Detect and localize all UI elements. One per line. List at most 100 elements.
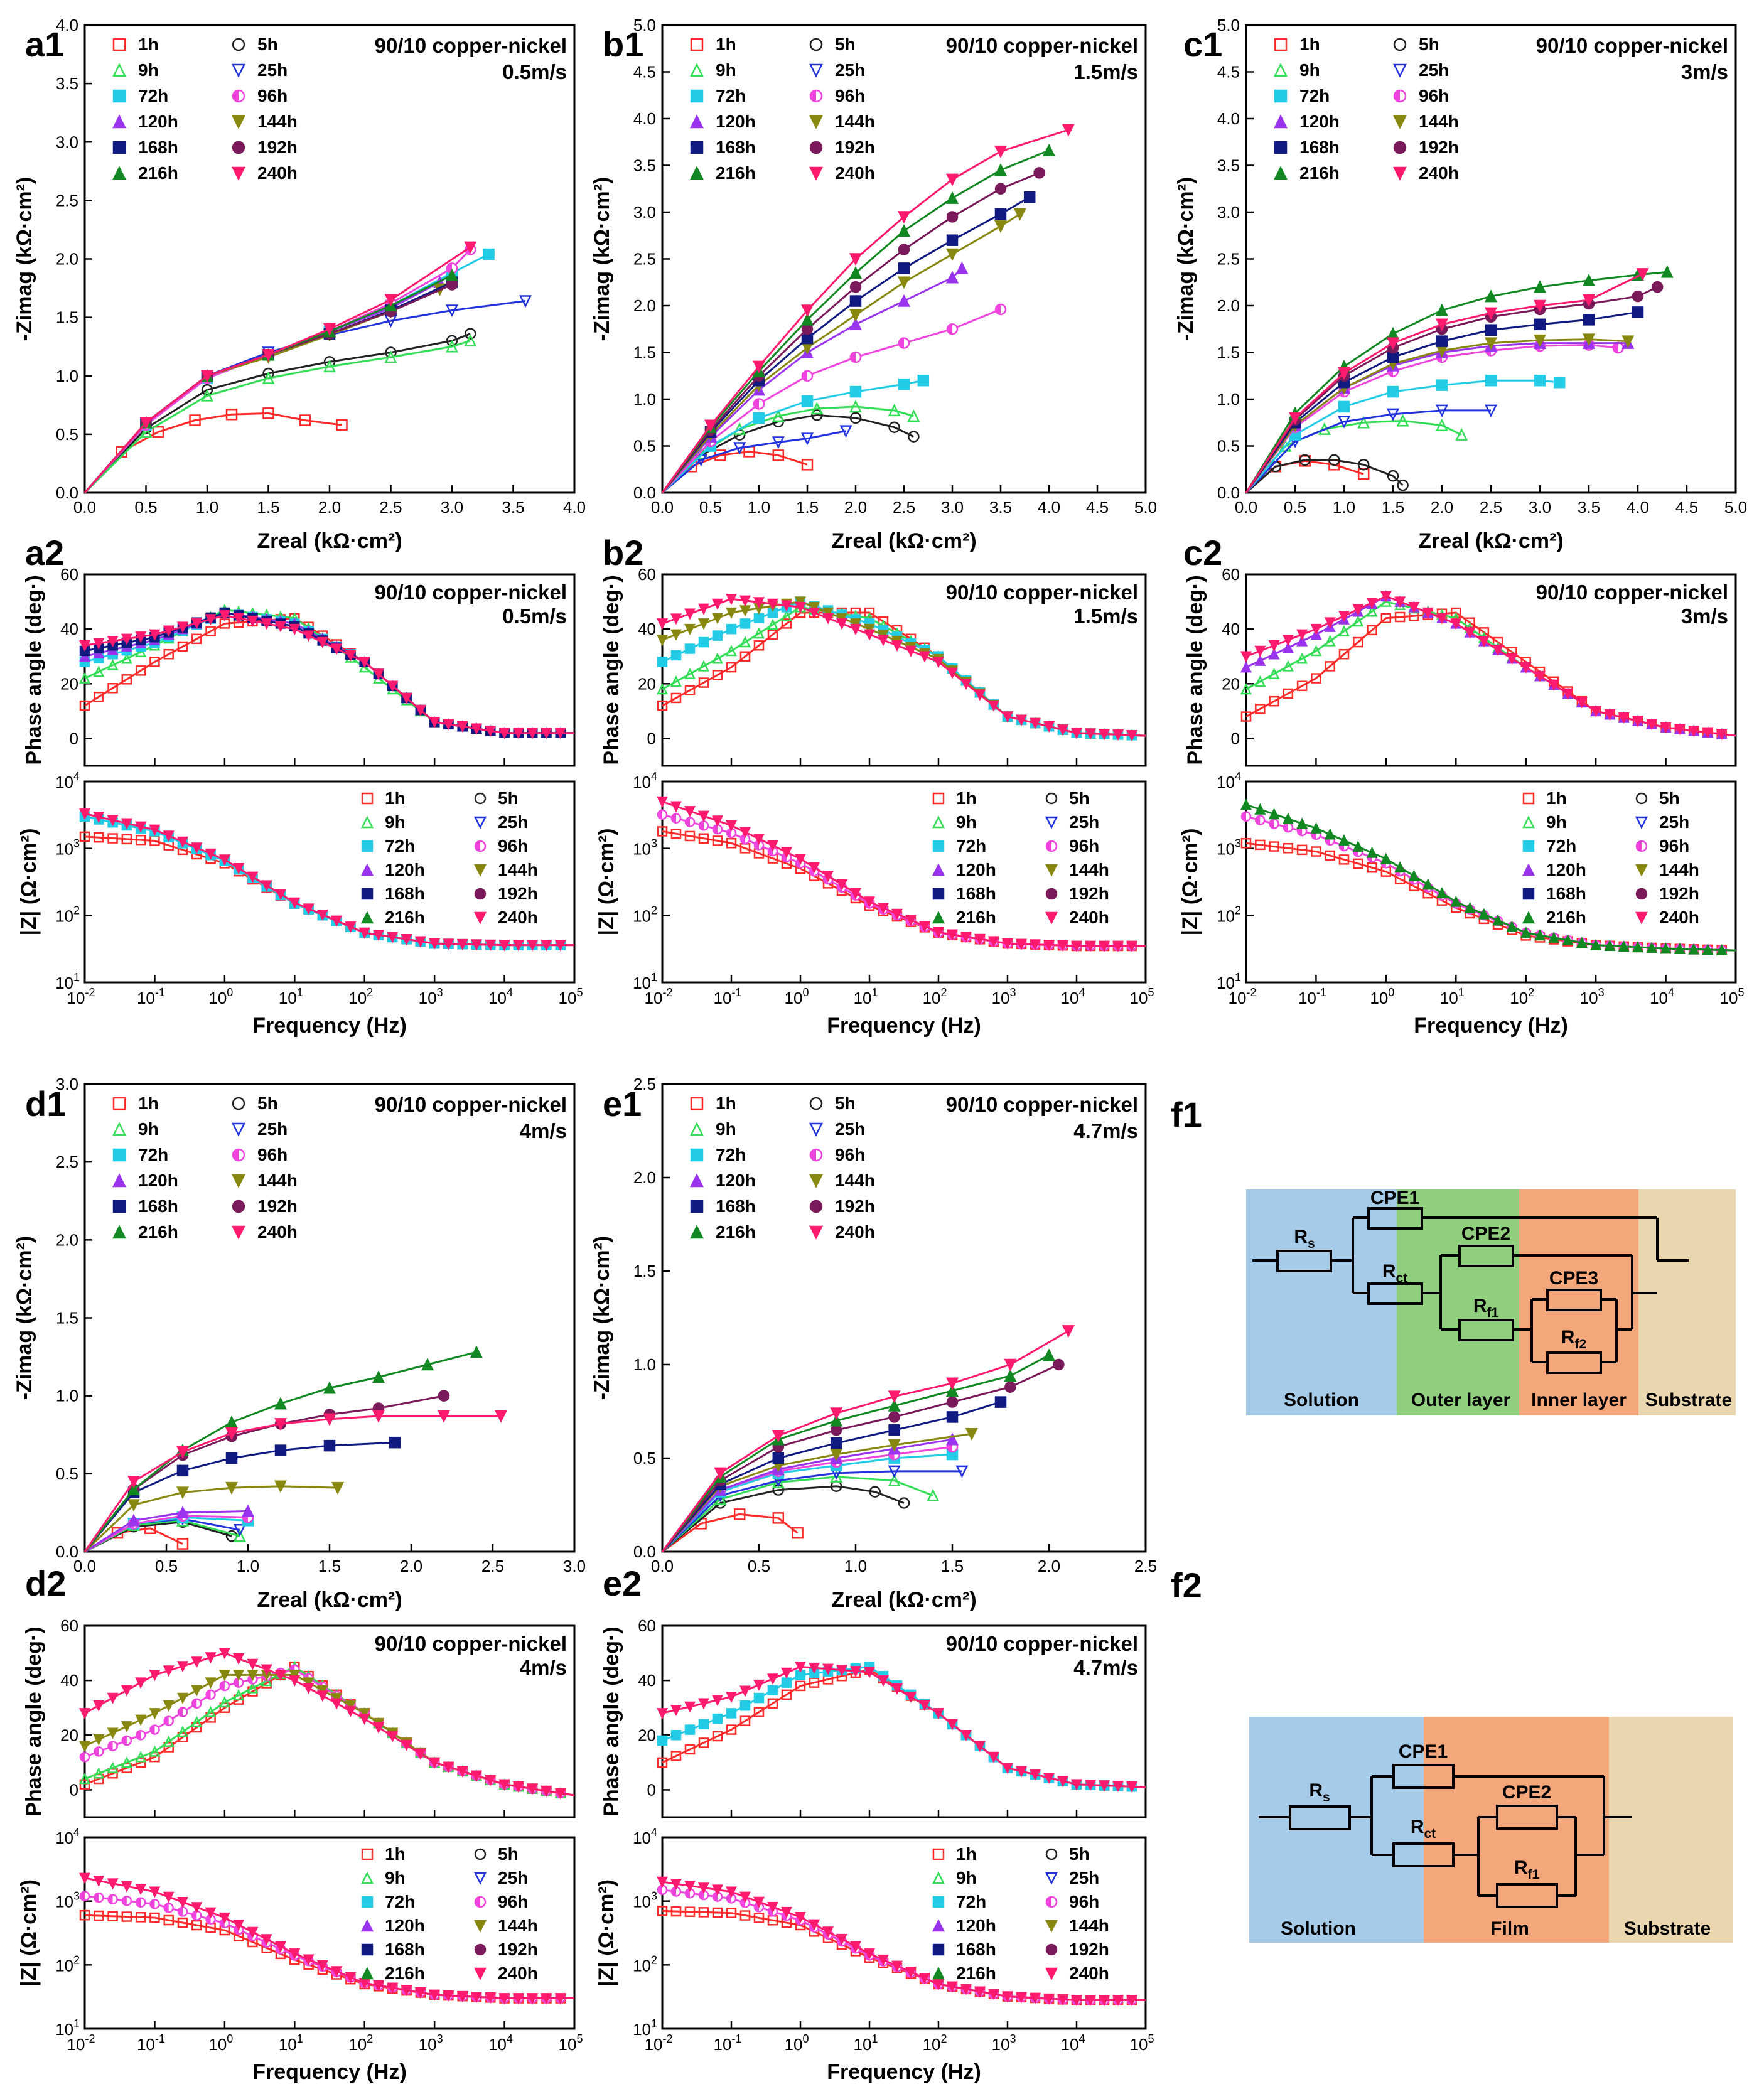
legend-marker-216h <box>360 911 374 924</box>
data-point-9h <box>1338 625 1350 636</box>
legend-label-5h: 5h <box>1069 788 1090 808</box>
legend-label-9h: 9h <box>138 60 159 80</box>
data-point-9h <box>684 667 696 679</box>
data-point-1h <box>79 700 90 711</box>
data-point-144h <box>711 613 724 625</box>
data-point-96h-half <box>947 324 952 335</box>
legend-label-9h: 9h <box>956 1868 977 1887</box>
legend-label-25h: 25h <box>1419 60 1449 80</box>
data-point-240h <box>1057 1776 1069 1788</box>
legend-marker-96h-half <box>810 90 816 102</box>
legend-marker-72h <box>112 1148 126 1162</box>
data-point-240h <box>974 933 986 945</box>
data-point-240h <box>316 636 328 648</box>
fit-line-1h <box>662 1513 799 1553</box>
data-point-240h <box>684 806 696 818</box>
chart-title: 90/10 copper-nickel <box>375 581 567 604</box>
legend-label-192h: 192h <box>1659 884 1699 903</box>
x-tick-label: 4.5 <box>1086 498 1109 517</box>
data-point-240h <box>1004 1358 1017 1372</box>
data-point-240h <box>261 1934 272 1946</box>
legend-marker-5h <box>232 38 245 51</box>
data-point-240h <box>1001 711 1014 723</box>
data-point-240h <box>527 940 539 952</box>
data-point-216h <box>127 1482 141 1495</box>
data-point-96h-half <box>136 1898 141 1907</box>
x-tick-label: 3.5 <box>989 498 1012 517</box>
legend-marker-120h <box>932 863 945 876</box>
data-point-240h <box>163 1665 175 1677</box>
legend-marker-96h-half <box>1394 90 1400 102</box>
data-point-1h <box>1380 613 1392 623</box>
data-point-216h <box>1688 943 1700 955</box>
data-point-240h <box>498 728 510 739</box>
data-point-216h <box>1380 852 1392 864</box>
legend-marker-240h <box>473 1967 487 1980</box>
legend-marker-168h <box>112 1200 126 1213</box>
data-point-1h <box>1255 704 1266 714</box>
data-point-240h <box>946 929 959 941</box>
x-tick-label: 100 <box>208 986 233 1007</box>
legend-marker-216h <box>360 1967 374 1980</box>
x-tick-label: 100 <box>785 986 809 1007</box>
legend-marker-25h <box>809 63 824 78</box>
legend-marker-192h <box>1045 888 1058 900</box>
data-point-9h <box>93 665 105 677</box>
data-point-216h <box>888 1399 901 1412</box>
y-tick-label: 2.0 <box>56 250 78 269</box>
data-point-240h <box>1618 712 1630 724</box>
legend-marker-9h <box>932 1871 945 1884</box>
data-point-1h <box>149 1912 160 1923</box>
data-point-240h <box>932 1979 945 1990</box>
data-point-1h <box>1353 636 1363 648</box>
legend-label-120h: 120h <box>1299 112 1340 131</box>
y-tick-label: 2.0 <box>56 1230 78 1249</box>
x-tick-exponent: 0 <box>227 2032 233 2045</box>
data-point-240h <box>725 593 738 606</box>
legend-label-120h: 120h <box>138 112 178 131</box>
data-point-5h <box>465 328 476 340</box>
data-point-1h <box>1240 711 1252 722</box>
data-point-240h <box>372 930 385 942</box>
data-point-240h <box>303 1683 315 1695</box>
data-point-240h <box>78 1708 91 1720</box>
data-point-240h <box>1043 721 1055 733</box>
legend-label-168h: 168h <box>385 884 425 903</box>
data-point-5h <box>1357 459 1370 471</box>
data-point-1h <box>1283 842 1294 854</box>
legend-label-144h: 144h <box>835 1171 875 1190</box>
data-point-96h-half <box>727 1894 731 1903</box>
fit-line-9h <box>84 609 574 734</box>
data-point-72h <box>684 643 696 654</box>
data-point-240h <box>387 1982 399 1994</box>
data-point-240h <box>289 1675 301 1687</box>
data-point-240h <box>1534 670 1546 682</box>
data-point-240h <box>711 815 724 827</box>
data-point-240h <box>877 1954 890 1966</box>
legend-marker-25h <box>1635 816 1648 829</box>
data-point-9h <box>766 618 779 630</box>
y-tick-label: 2.5 <box>633 1075 656 1093</box>
data-point-240h <box>1001 1991 1014 2003</box>
data-point-240h <box>918 921 931 933</box>
data-point-168h <box>946 1411 959 1423</box>
legend-marker-120h <box>112 114 127 129</box>
legend-label-96h: 96h <box>835 86 865 105</box>
data-point-144h <box>176 1486 190 1500</box>
chart-title: 90/10 copper-nickel <box>946 1093 1138 1116</box>
y-tick-label: 0 <box>70 1780 78 1799</box>
data-point-96h-half <box>234 1678 239 1687</box>
data-point-96h-half <box>150 1899 155 1909</box>
data-point-216h <box>1533 280 1547 293</box>
data-point-240h <box>739 827 751 839</box>
y-tick-label: 103 <box>55 1890 80 1911</box>
flow-speed: 3m/s <box>1681 604 1728 628</box>
data-point-9h <box>1396 414 1409 427</box>
data-point-240h <box>1098 940 1111 952</box>
fit-line-120h <box>1245 595 1736 737</box>
data-point-9h <box>1435 418 1449 431</box>
fit-line-9h <box>661 1476 933 1553</box>
fit-line-168h <box>83 281 453 493</box>
data-point-216h <box>470 1345 483 1358</box>
data-point-240h <box>1533 299 1547 313</box>
